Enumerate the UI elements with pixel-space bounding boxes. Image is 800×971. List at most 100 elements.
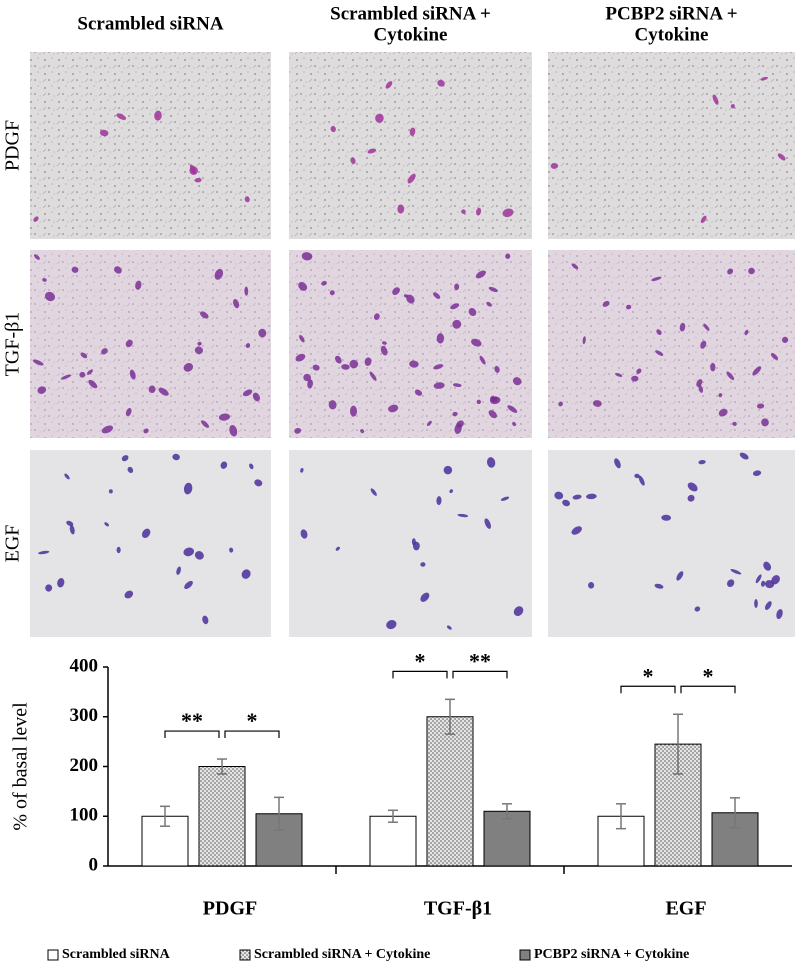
cell xyxy=(370,488,377,496)
micrograph xyxy=(289,450,532,637)
cell xyxy=(258,328,267,338)
cell xyxy=(242,389,253,397)
cell xyxy=(303,373,312,382)
cell xyxy=(341,364,350,370)
cell xyxy=(661,514,672,521)
cell xyxy=(176,566,181,575)
error-bar xyxy=(673,713,683,775)
cell xyxy=(214,268,224,280)
cell xyxy=(468,307,477,317)
cell xyxy=(476,399,481,405)
micrograph-background xyxy=(30,250,271,438)
cell xyxy=(634,473,640,479)
legend-swatch xyxy=(239,949,251,961)
cell xyxy=(638,475,645,486)
cell xyxy=(80,352,88,359)
micrograph xyxy=(30,52,271,239)
cell xyxy=(558,401,563,407)
error-bar xyxy=(217,758,227,775)
cell xyxy=(183,482,193,495)
cell xyxy=(244,286,249,296)
micrograph-background xyxy=(289,52,532,239)
cell xyxy=(184,580,193,590)
cell xyxy=(500,496,510,501)
y-tick-label: 200 xyxy=(70,755,99,776)
bar xyxy=(483,810,531,867)
cell xyxy=(397,204,405,214)
cell xyxy=(452,319,462,329)
cell xyxy=(104,522,110,527)
cell xyxy=(571,263,579,270)
cell xyxy=(420,562,426,567)
significance-label: * xyxy=(247,708,258,733)
cell xyxy=(436,333,445,344)
cell xyxy=(494,365,500,373)
significance-label: * xyxy=(643,663,654,688)
micrograph-background xyxy=(548,52,795,239)
cell xyxy=(586,493,597,500)
cell xyxy=(592,400,602,407)
y-axis-title: % of basal level xyxy=(10,702,32,831)
cell xyxy=(380,345,388,356)
cell xyxy=(694,606,701,612)
significance-label: ** xyxy=(469,648,491,673)
legend-label: Scrambled siRNA xyxy=(62,947,171,962)
significance-bracket xyxy=(680,685,736,694)
significance-bracket xyxy=(224,730,280,739)
cell xyxy=(446,625,452,630)
micrograph xyxy=(30,450,271,637)
cell xyxy=(491,396,499,402)
cell xyxy=(218,413,231,421)
cell xyxy=(135,280,142,290)
cell xyxy=(194,551,204,560)
cell xyxy=(385,81,393,89)
cell xyxy=(771,575,780,585)
cell xyxy=(727,268,734,275)
cell xyxy=(512,377,522,386)
cell xyxy=(330,125,336,133)
x-tick-label: PDGF xyxy=(203,898,257,920)
cell xyxy=(300,467,304,473)
cell xyxy=(572,494,582,500)
cell xyxy=(761,418,769,427)
micrograph-background xyxy=(548,250,795,438)
cell xyxy=(409,127,416,136)
cell xyxy=(200,420,210,428)
cell xyxy=(38,550,50,555)
cell xyxy=(550,163,559,169)
micrograph-grid: Scrambled siRNA Scrambled siRNA +Cytokine… xyxy=(2,3,795,637)
cell xyxy=(189,166,198,175)
cell xyxy=(718,408,728,417)
legend-label: PCBP2 siRNA + Cytokine xyxy=(534,947,689,962)
cell xyxy=(562,499,570,507)
cell xyxy=(507,405,518,413)
cell xyxy=(461,209,466,214)
cell xyxy=(409,360,419,368)
micrograph xyxy=(30,250,271,438)
cell xyxy=(307,379,313,389)
cell xyxy=(367,148,377,154)
y-tick-label: 100 xyxy=(70,805,99,826)
cell xyxy=(194,177,202,183)
cell xyxy=(571,526,582,535)
cell xyxy=(407,173,416,184)
cell xyxy=(301,252,313,261)
cell xyxy=(755,574,762,584)
cell xyxy=(349,405,358,417)
cell xyxy=(88,379,98,389)
cell xyxy=(696,379,703,387)
cell xyxy=(335,546,340,551)
cell xyxy=(69,524,75,535)
cell xyxy=(739,452,749,460)
cell xyxy=(712,94,719,105)
cell xyxy=(433,292,441,299)
cell xyxy=(121,455,129,462)
cell xyxy=(726,371,735,381)
cell xyxy=(116,113,127,120)
cell xyxy=(761,580,766,587)
cell xyxy=(116,546,121,554)
cell xyxy=(328,400,337,410)
cell xyxy=(86,369,94,375)
